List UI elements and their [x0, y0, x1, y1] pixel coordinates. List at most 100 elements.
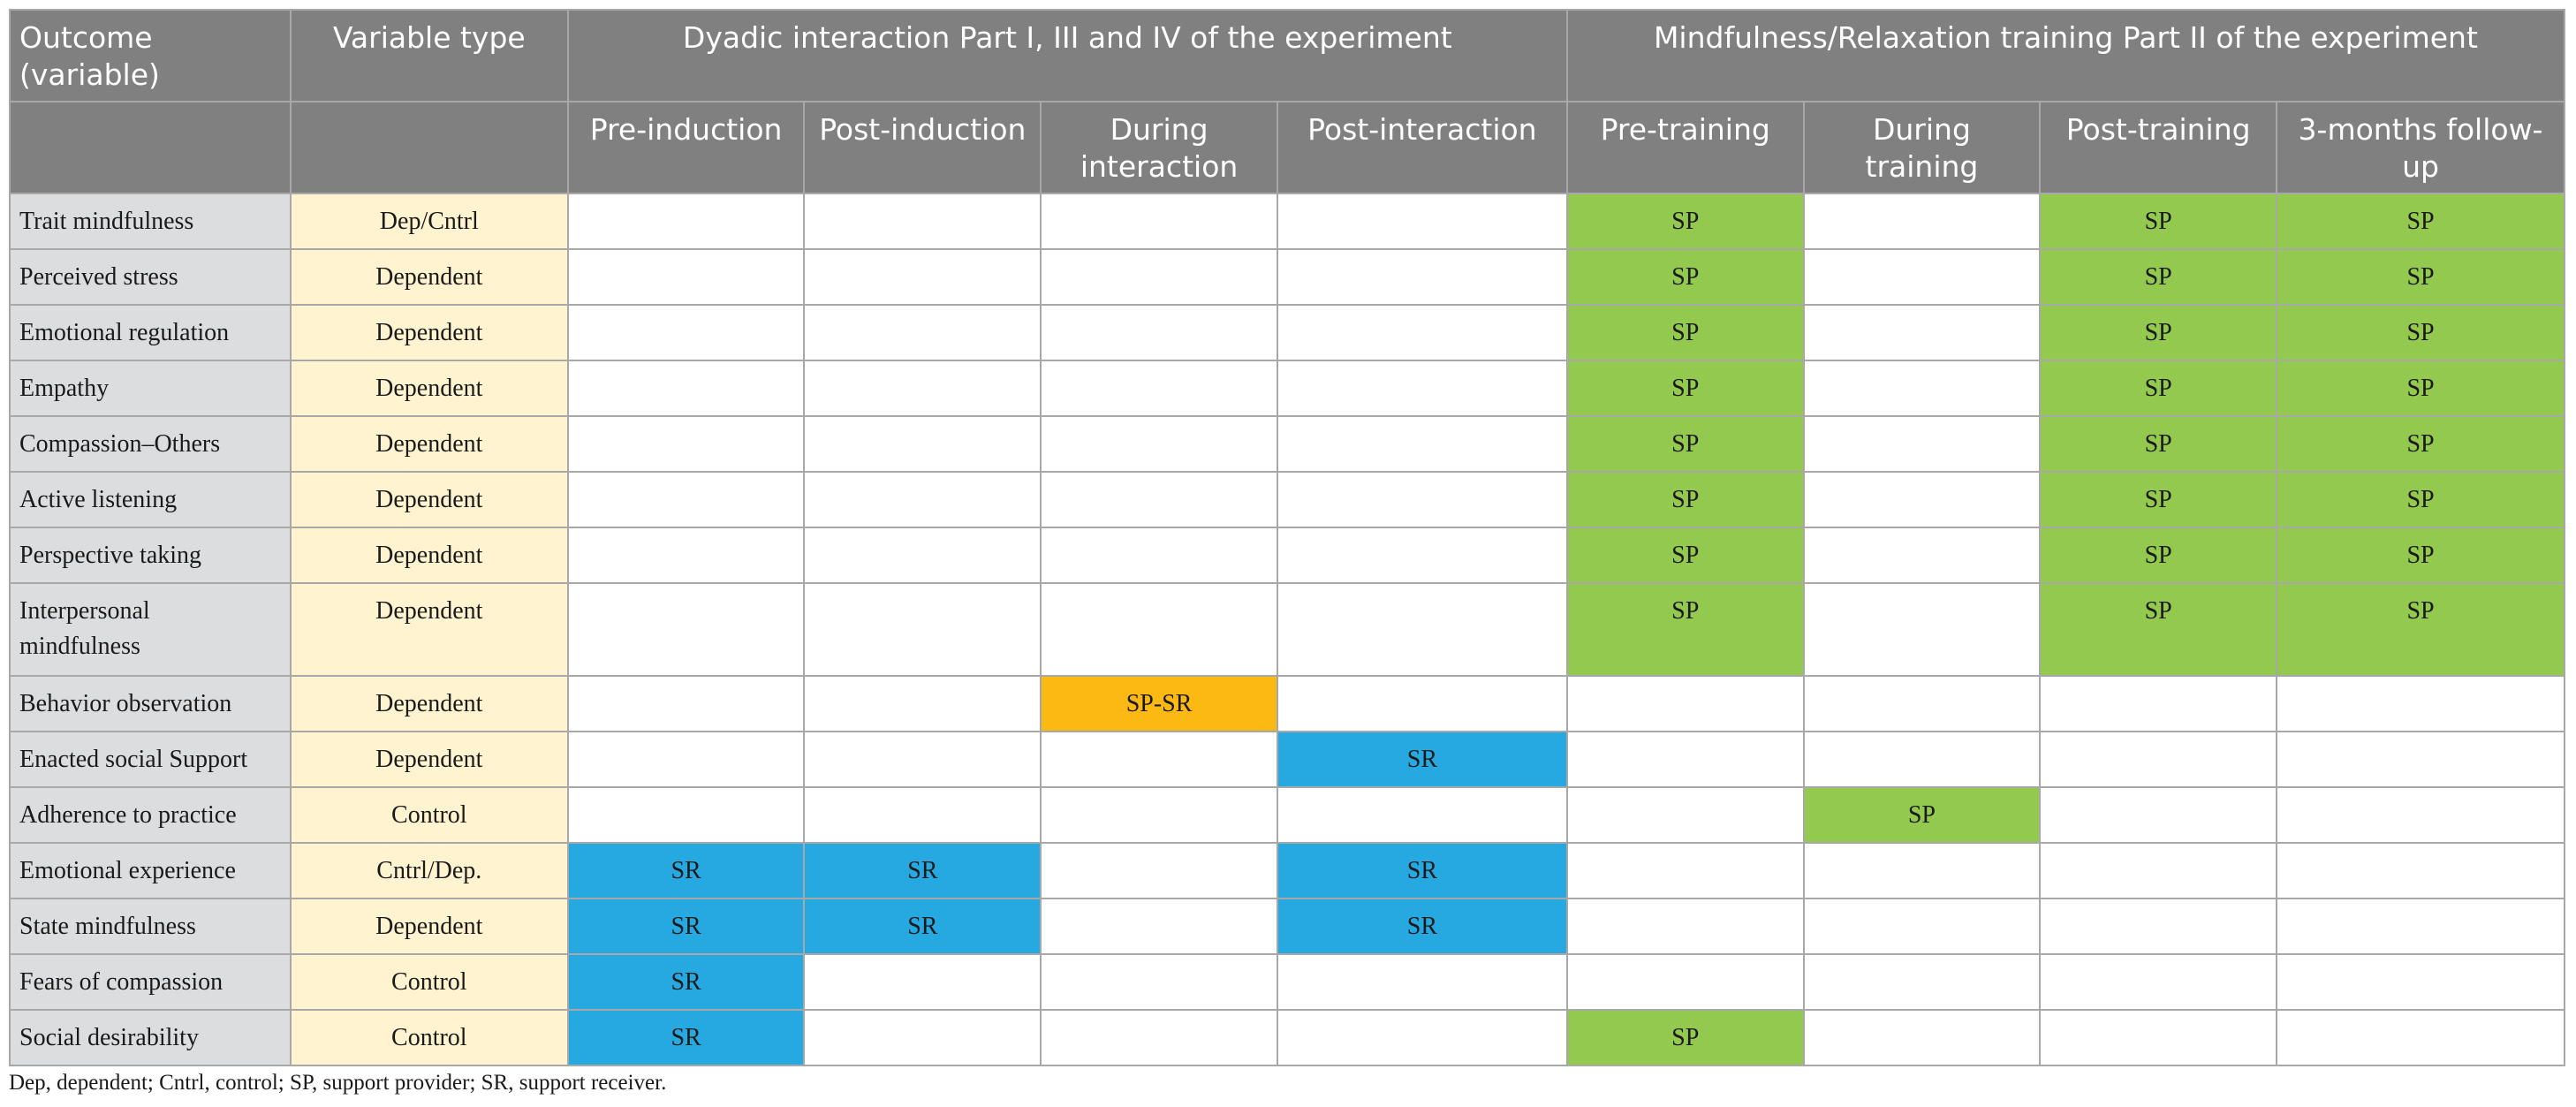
variable-type-cell: Dependent: [289, 582, 569, 677]
measurement-cell: [803, 193, 1042, 250]
post-training-header: Post-training: [2039, 101, 2278, 194]
table-row: Perspective taking Dependent SP SP SP: [9, 527, 2565, 584]
measurement-cell: [2276, 731, 2565, 788]
variable-type-cell: Dependent: [289, 898, 569, 955]
measurement-cell: [2039, 731, 2278, 788]
measurement-cell: SP: [2039, 193, 2278, 250]
measurement-cell: [1802, 842, 2042, 899]
measurement-cell: [566, 786, 806, 844]
measurement-cell: [1040, 193, 1278, 250]
table-row: Adherence to practice Control SP: [9, 786, 2565, 844]
measurement-cell: [1565, 731, 1805, 788]
measurement-cell: [2276, 786, 2565, 844]
outcome-cell: Enacted social Support: [9, 731, 292, 788]
variable-type-cell: Cntrl/Dep.: [289, 842, 569, 899]
measurement-cell: [1565, 675, 1805, 732]
variable-type-cell: Dependent: [289, 415, 569, 473]
outcome-cell: Perceived stress: [9, 248, 292, 306]
measurement-cell: [1040, 898, 1278, 955]
measurement-cell: [1040, 415, 1278, 473]
measurement-cell: [1040, 1009, 1278, 1066]
measurement-cell: SP: [2276, 360, 2565, 417]
outcome-cell: State mindfulness: [9, 898, 292, 955]
variable-type-column-header: Variable type: [289, 9, 569, 102]
measurement-cell: SP: [2039, 582, 2278, 677]
measurement-cell: [2276, 898, 2565, 955]
outcome-cell: Social desirability: [9, 1009, 292, 1066]
measurement-cell: SR: [1276, 898, 1568, 955]
variable-type-cell: Dependent: [289, 731, 569, 788]
outcome-cell: Fears of compassion: [9, 953, 292, 1011]
outcome-cell: Trait mindfulness: [9, 193, 292, 250]
measurement-cell: [566, 471, 806, 528]
variable-type-cell: Control: [289, 1009, 569, 1066]
measurement-cell: [1276, 527, 1568, 584]
measurement-cell: SP: [2276, 415, 2565, 473]
measurement-cell: [566, 731, 806, 788]
measurement-cell: SP: [1565, 415, 1805, 473]
measurement-cell: [1802, 415, 2042, 473]
measurement-cell: SR: [566, 898, 806, 955]
measurement-cell: SR: [803, 842, 1042, 899]
outcome-cell: Perspective taking: [9, 527, 292, 584]
measurement-cell: SP: [2276, 248, 2565, 306]
measurement-cell: [2039, 675, 2278, 732]
table-row: Fears of compassion Control SR: [9, 953, 2565, 1011]
measurement-cell: [566, 304, 806, 361]
measurement-cell: [1276, 786, 1568, 844]
measurement-cell: SP: [2039, 471, 2278, 528]
header-row-groups: Outcome (variable) Variable type Dyadic …: [9, 9, 2566, 102]
outcome-cell: Empathy: [9, 360, 292, 417]
measurement-cell: [1276, 248, 1568, 306]
measurement-cell: [1565, 953, 1805, 1011]
measurement-cell: SP: [2276, 193, 2565, 250]
table-row: Emotional experience Cntrl/Dep. SR SR SR: [9, 842, 2565, 899]
measurement-cell: [803, 582, 1042, 677]
measurement-cell: [1276, 675, 1568, 732]
table-footnote: Dep, dependent; Cntrl, control; SP, supp…: [9, 1071, 667, 1095]
variable-type-cell: Dependent: [289, 527, 569, 584]
measurement-cell: [1040, 731, 1278, 788]
measurement-cell: [2039, 842, 2278, 899]
measurement-cell: [803, 786, 1042, 844]
measurement-cell: [2276, 953, 2565, 1011]
outcome-cell: Emotional regulation: [9, 304, 292, 361]
outcome-subheader-empty: [9, 101, 292, 194]
measurement-cell: [1040, 471, 1278, 528]
table-header: Outcome (variable) Variable type Dyadic …: [9, 9, 2566, 194]
measurement-cell: SP: [1565, 360, 1805, 417]
measurement-cell: SR: [803, 898, 1042, 955]
measurement-cell: [1802, 248, 2042, 306]
measurement-cell: [1276, 582, 1568, 677]
measurement-cell: SP: [2276, 582, 2565, 677]
measurement-cell: SR: [1276, 731, 1568, 788]
measurement-cell: [1276, 304, 1568, 361]
measurement-cell: [803, 415, 1042, 473]
measurement-cell: [2039, 786, 2278, 844]
measurement-cell: [1802, 360, 2042, 417]
measurement-cell: SP: [2276, 471, 2565, 528]
measurement-cell: SP: [1565, 582, 1805, 677]
measurement-cell: [1802, 731, 2042, 788]
measurement-cell: SP: [1565, 1009, 1805, 1066]
measurement-cell: [1276, 471, 1568, 528]
outcome-cell: Compassion–Others: [9, 415, 292, 473]
header-row-timepoints: Pre-induction Post-induction During inte…: [9, 101, 2565, 194]
measurement-cell: [1276, 415, 1568, 473]
measurement-cell: [566, 415, 806, 473]
measurement-cell: [1565, 786, 1805, 844]
measurement-cell: [1040, 582, 1278, 677]
measurement-cell: [1040, 527, 1278, 584]
measurement-cell: [566, 527, 806, 584]
pre-training-header: Pre-training: [1565, 101, 1805, 194]
during-training-header: During training: [1802, 101, 2042, 194]
measurement-cell: [1276, 193, 1568, 250]
post-interaction-header: Post-interaction: [1276, 101, 1568, 194]
measurement-cell: SP: [1802, 786, 2042, 844]
measurement-cell: [2039, 898, 2278, 955]
measurement-cell: SR: [566, 842, 806, 899]
measurement-cell: SP: [2039, 360, 2278, 417]
variable-type-cell: Dependent: [289, 304, 569, 361]
measurement-cell: [566, 248, 806, 306]
measurement-cell: [1802, 675, 2042, 732]
